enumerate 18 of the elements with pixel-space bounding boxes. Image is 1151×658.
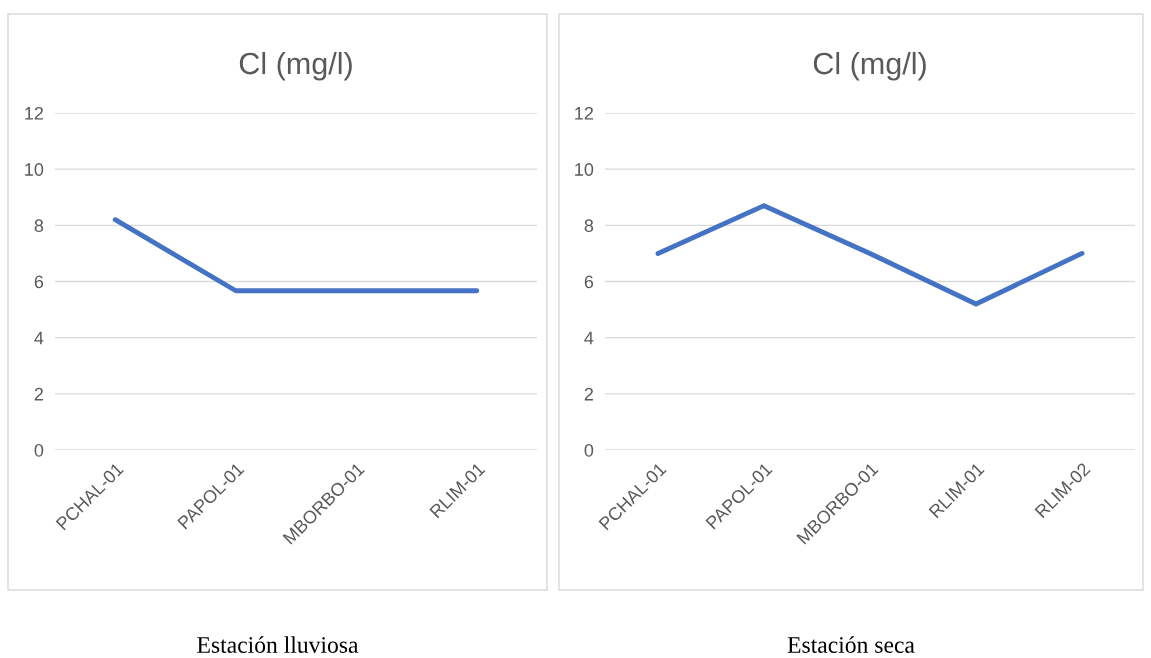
- y-tick-label: 6: [34, 275, 44, 289]
- chart-title: Cl (mg/l): [813, 51, 926, 81]
- y-tick-label: 12: [575, 106, 593, 120]
- y-tick-label: 2: [584, 387, 593, 401]
- y-tick-label: 0: [584, 443, 594, 457]
- text: Estación seca: [787, 636, 915, 653]
- y-tick-label: 4: [584, 331, 594, 345]
- y-tick-label: 4: [34, 331, 44, 345]
- y-tick-label: 0: [34, 443, 44, 457]
- y-tick-label: 10: [25, 163, 44, 176]
- y-tick-label: 8: [34, 219, 44, 233]
- y-tick-label: 2: [34, 387, 43, 401]
- y-tick-label: 10: [575, 163, 594, 176]
- text: Estación lluviosa: [197, 636, 359, 653]
- chart-title: Cl (mg/l): [239, 51, 352, 81]
- y-tick-label: 8: [584, 219, 594, 233]
- y-tick-label: 12: [25, 106, 43, 120]
- y-tick-label: 6: [584, 275, 594, 289]
